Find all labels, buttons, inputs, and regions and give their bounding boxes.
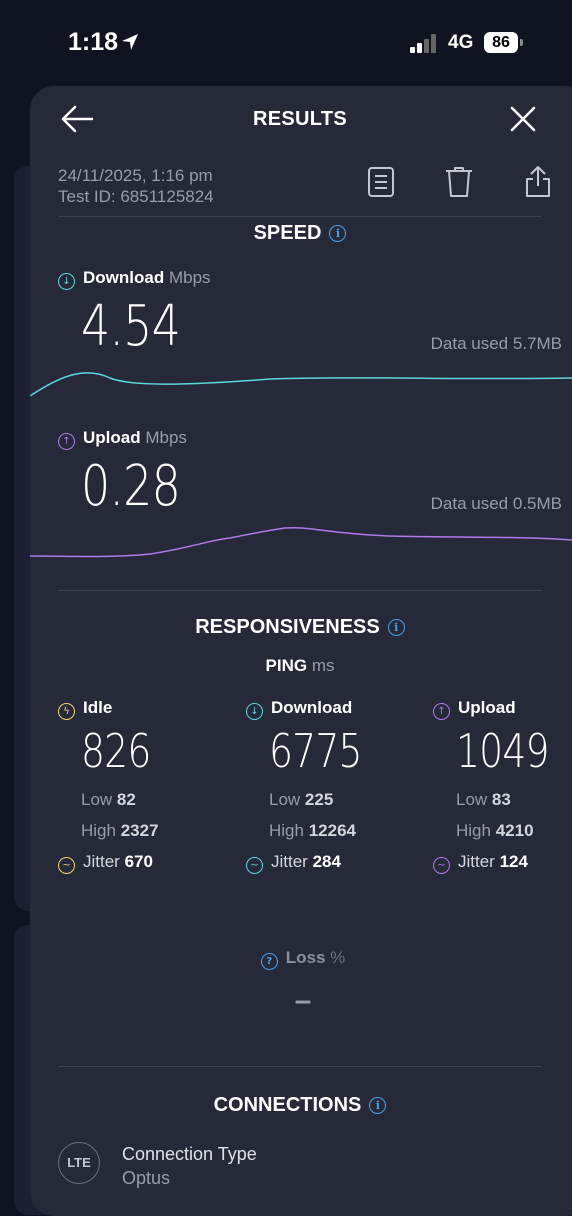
idle-high: High 2327: [81, 821, 159, 840]
wave-icon: ~: [433, 857, 450, 874]
network-type: 4G: [448, 32, 474, 53]
upload-speed-graph: [30, 526, 572, 558]
location-arrow-icon: [122, 34, 138, 50]
divider: [58, 590, 542, 591]
idle-ping-value: 826: [81, 724, 151, 778]
download-ping-value: 6775: [269, 724, 363, 778]
upload-label-row: ↑ Upload Mbps: [58, 428, 187, 450]
download-arrow-icon: ↓: [246, 703, 263, 720]
battery-tip: [520, 39, 523, 46]
upload-ping-value: 1049: [456, 724, 550, 778]
lte-badge: LTE: [58, 1142, 100, 1184]
connections-section-title: CONNECTIONS i: [30, 1094, 570, 1117]
test-datetime: 24/11/2025, 1:16 pm: [58, 166, 213, 185]
document-icon[interactable]: [367, 166, 395, 198]
loss-value: –: [294, 984, 312, 1017]
idle-low: Low 82: [81, 790, 136, 809]
speed-title: SPEED: [253, 222, 322, 244]
lightning-icon: ϟ: [58, 703, 75, 720]
responsiveness-title: RESPONSIVENESS: [195, 616, 380, 638]
upload-data-used: Data used 0.5MB: [430, 494, 562, 513]
download-unit: Mbps: [168, 268, 211, 287]
status-time: 1:18: [68, 28, 119, 56]
upload-ping-low: Low 83: [456, 790, 511, 809]
download-label-row: ↓ Download Mbps: [58, 268, 211, 290]
page-title: RESULTS: [253, 108, 347, 130]
upload-ping-high: High 4210: [456, 821, 534, 840]
ping-label: PING: [265, 656, 308, 675]
share-icon[interactable]: [524, 164, 552, 198]
idle-jitter: ~ Jitter 670: [58, 852, 228, 874]
connection-type-label: Connection Type: [122, 1144, 257, 1164]
idle-label-row: ϟ Idle: [58, 698, 228, 720]
ping-download-label-row: ↓ Download: [246, 698, 426, 720]
download-arrow-icon: ↓: [58, 273, 75, 290]
divider: [58, 216, 542, 217]
ping-header: PING ms: [30, 656, 570, 676]
wave-icon: ~: [246, 857, 263, 874]
upload-ping-jitter: ~ Jitter 124: [433, 852, 568, 874]
idle-label: Idle: [83, 698, 113, 717]
download-speed-graph: [30, 372, 572, 396]
download-data-used: Data used 5.7MB: [430, 334, 562, 353]
trash-icon[interactable]: [444, 166, 474, 198]
test-id: Test ID: 6851125824: [58, 187, 214, 206]
ping-upload-column: ↑ Upload 1049 Low 83 High 4210 ~ Jitter 12…: [433, 698, 568, 874]
close-icon[interactable]: [510, 106, 536, 132]
connections-title: CONNECTIONS: [213, 1094, 362, 1116]
ping-download-column: ↓ Download 6775 Low 225 High 12264 ~ Jitte…: [246, 698, 426, 874]
question-icon[interactable]: ?: [260, 953, 278, 970]
loss-row: ? Loss %: [30, 948, 572, 970]
loss-unit: %: [330, 948, 346, 967]
divider: [58, 1066, 542, 1067]
speed-section-title: SPEED i: [30, 222, 570, 245]
connection-provider: Optus: [122, 1168, 171, 1188]
info-icon[interactable]: i: [329, 225, 347, 242]
wave-icon: ~: [58, 857, 75, 874]
download-ping-jitter: ~ Jitter 284: [246, 852, 426, 874]
ping-idle-column: ϟ Idle 826 Low 82 High 2327 ~ Jitter 670: [58, 698, 228, 874]
download-ping-high: High 12264: [269, 821, 356, 840]
download-ping-low: Low 225: [269, 790, 334, 809]
ping-upload-label: Upload: [458, 698, 516, 717]
ping-unit: ms: [311, 656, 335, 675]
download-speed-value: 4.54: [81, 294, 181, 359]
responsiveness-section-title: RESPONSIVENESS i: [30, 616, 570, 639]
upload-arrow-icon: ↑: [58, 433, 75, 450]
back-arrow-icon[interactable]: [60, 104, 94, 134]
download-label: Download: [83, 268, 165, 287]
ping-upload-label-row: ↑ Upload: [433, 698, 568, 720]
ping-download-label: Download: [271, 698, 353, 717]
battery-icon: 86: [484, 32, 518, 53]
upload-arrow-icon: ↑: [433, 703, 450, 720]
upload-unit: Mbps: [145, 428, 187, 447]
info-icon[interactable]: i: [369, 1097, 387, 1114]
results-sheet: RESULTS 24/11/2025, 1:16 pm Test ID: 685…: [30, 86, 572, 1216]
status-bar: 1:18 4G 86: [0, 0, 572, 86]
loss-label: Loss: [285, 948, 326, 967]
info-icon[interactable]: i: [387, 619, 405, 636]
upload-label: Upload: [83, 428, 141, 447]
cellular-signal-icon: [410, 33, 440, 53]
upload-speed-value: 0.28: [81, 454, 181, 519]
